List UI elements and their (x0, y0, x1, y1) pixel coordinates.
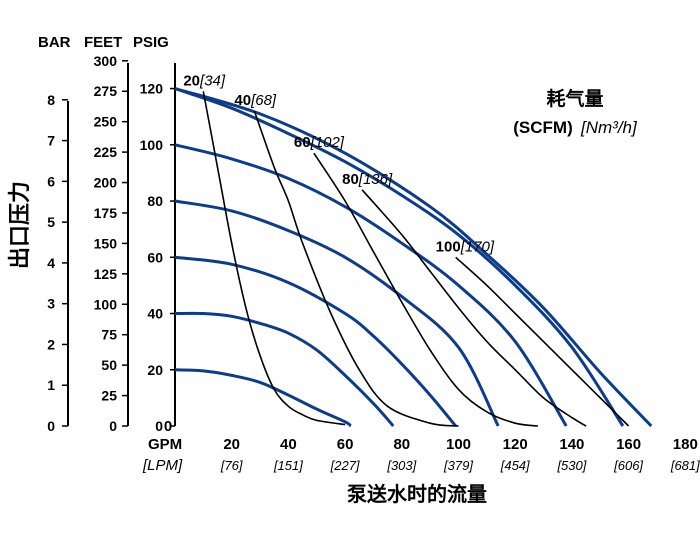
air-consumption-curves (202, 91, 630, 427)
x-tick-label-lpm: [76] (220, 458, 243, 473)
legend-subtitle-scfm: (SCFM) (513, 118, 572, 137)
x-tick-label-gpm: 80 (393, 436, 410, 453)
x-tick-label-lpm: [454] (500, 458, 530, 473)
x-tick-label-gpm: 160 (616, 436, 641, 453)
air-curve-40-scfm (253, 110, 459, 427)
x-tick-label-lpm: [227] (330, 458, 360, 473)
psig-tick-label: 80 (147, 193, 163, 209)
bar-axis-ticks: 0 1 2 3 4 5 6 7 8 (47, 92, 68, 434)
air-curve-label-nm3h: [170] (460, 238, 495, 255)
feet-axis-ticks: 0 25 50 75 100 125 150 175 200 225 250 275 300 (94, 53, 128, 434)
x-tick-label-gpm: 20 (223, 436, 240, 453)
pump-curves (174, 87, 653, 428)
x-tick-label-lpm: [303] (386, 458, 416, 473)
legend-subtitle-nm3h: [Nm³/h] (580, 118, 638, 137)
pump-curve-20-psig (174, 368, 352, 428)
air-consumption-labels: 20[34] 40[68] 60[102] 80[136] 100[170] (183, 72, 495, 255)
air-curve-label-60: 60[102] (294, 134, 345, 151)
x-tick-label-gpm: 140 (559, 436, 584, 453)
air-curve-label-scfm: 20 (183, 72, 200, 89)
pump-curve-40-psig (174, 311, 395, 427)
bar-tick-label: 4 (47, 255, 55, 271)
feet-tick-label: 0 (109, 418, 117, 434)
y-axis-title: 出口压力 (7, 181, 32, 269)
air-curve-label-80: 80[136] (342, 171, 393, 188)
x-tick-label-gpm: 40 (280, 436, 297, 453)
psig-tick-label: 40 (147, 306, 163, 322)
bar-tick-label: 5 (47, 214, 55, 230)
legend-subtitle: (SCFM) [Nm³/h] (513, 118, 638, 137)
bar-tick-label: 8 (47, 92, 55, 108)
bar-unit-header: BAR (38, 34, 71, 51)
x-tick-label-lpm: [379] (443, 458, 473, 473)
x-tick-label-gpm: 120 (503, 436, 528, 453)
feet-tick-label: 175 (94, 205, 118, 221)
feet-tick-label: 275 (94, 83, 118, 99)
feet-tick-label: 100 (94, 296, 118, 312)
psig-unit-header: PSIG (133, 34, 169, 51)
air-curve-label-nm3h: [102] (310, 134, 345, 151)
psig-tick-label: 100 (140, 137, 164, 153)
pump-curve-80-psig (174, 199, 500, 427)
x-tick-label-lpm: [606] (613, 458, 643, 473)
air-curve-label-nm3h: [34] (199, 72, 226, 89)
x-tick-label-lpm: [530] (556, 458, 586, 473)
feet-tick-label: 25 (101, 388, 117, 404)
pump-curve-100-psig (174, 143, 568, 427)
feet-tick-label: 300 (94, 53, 118, 69)
x-tick-label-lpm: [151] (273, 458, 303, 473)
psig-tick-label: 60 (147, 249, 163, 265)
pump-curve-120-psig (174, 87, 625, 427)
air-curve-100-scfm (455, 256, 630, 427)
x-axis-ticks: 20 [76] 40 [151] 60 [227] 80 [303] 100 [379] 120 [4… (220, 436, 700, 473)
psig-tick-label: 120 (140, 81, 164, 97)
x-axis-title: 泵送水时的流量 (347, 482, 487, 506)
air-curve-20-scfm (202, 91, 346, 426)
x-tick-label-gpm: 180 (673, 436, 698, 453)
feet-tick-label: 200 (94, 175, 118, 191)
air-curve-label-scfm: 100 (436, 238, 461, 255)
bar-tick-label: 2 (47, 336, 55, 352)
air-curve-80-scfm (361, 189, 587, 427)
bar-tick-label: 3 (47, 296, 55, 312)
x-zero-label: 0 (164, 418, 172, 435)
air-curve-label-nm3h: [136] (358, 171, 393, 188)
air-curve-label-100: 100[170] (436, 238, 495, 255)
bar-tick-label: 1 (47, 377, 55, 393)
legend-title: 耗气量 (546, 87, 603, 110)
x-tick-label-gpm: 60 (337, 436, 354, 453)
air-curve-label-scfm: 40 (234, 92, 251, 109)
bar-tick-label: 7 (47, 133, 55, 149)
air-curve-60-scfm (313, 152, 539, 427)
feet-tick-label: 125 (94, 266, 118, 282)
feet-tick-label: 225 (94, 144, 118, 160)
air-curve-label-40: 40[68] (234, 92, 277, 109)
psig-axis-ticks: 0 20 40 60 80 100 120 (140, 81, 175, 434)
bar-tick-label: 6 (47, 173, 55, 189)
feet-tick-label: 150 (94, 235, 118, 251)
pump-curve-60-psig (174, 255, 457, 427)
air-curve-label-nm3h: [68] (250, 92, 277, 109)
psig-tick-label: 0 (155, 418, 163, 434)
feet-unit-header: FEET (84, 34, 122, 51)
bar-tick-label: 0 (47, 418, 55, 434)
psig-tick-label: 20 (147, 362, 163, 378)
feet-tick-label: 75 (101, 327, 117, 343)
air-curve-label-scfm: 60 (294, 134, 311, 151)
x-tick-label-gpm: 100 (446, 436, 471, 453)
feet-tick-label: 250 (94, 114, 118, 130)
air-curve-label-20: 20[34] (183, 72, 226, 89)
lpm-unit-label: [LPM] (142, 457, 183, 474)
air-curve-label-scfm: 80 (342, 171, 359, 188)
pump-curve-120-psig (174, 87, 653, 428)
gpm-unit-label: GPM (148, 436, 182, 453)
x-tick-label-lpm: [681] (670, 458, 700, 473)
feet-tick-label: 50 (101, 357, 117, 373)
